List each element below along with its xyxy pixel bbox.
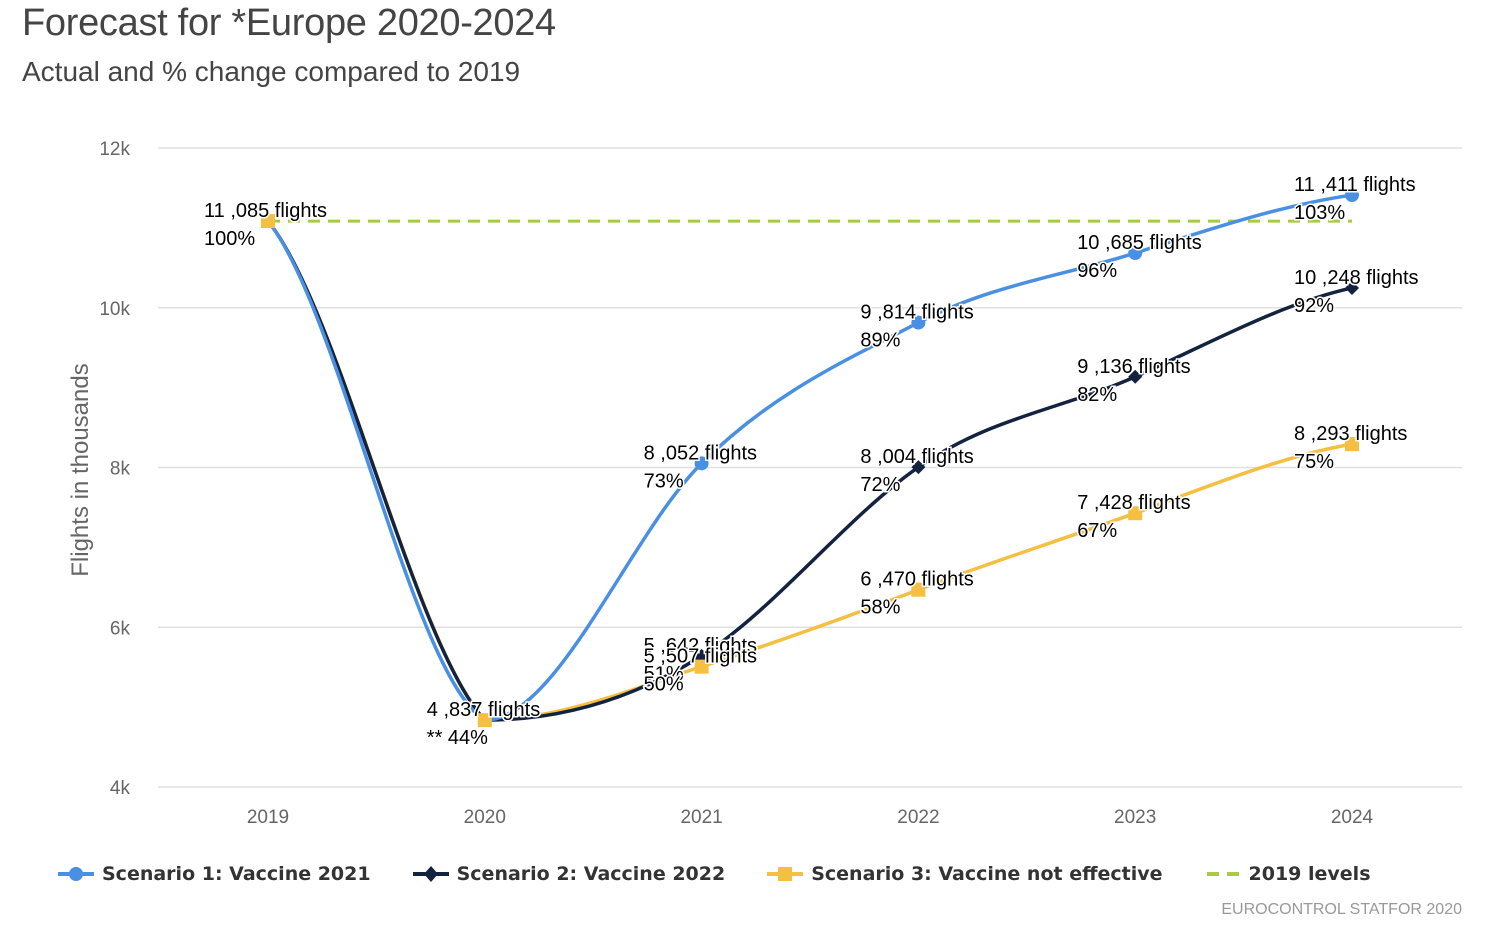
data-point [1345,188,1359,203]
data-label: 8 ,293 flights 75% [1293,422,1409,475]
data-point [694,648,709,663]
x-tick-label: 2019 [247,807,289,828]
data-label-percent: ** 44% [427,727,488,749]
data-label-percent: 96% [1077,260,1117,282]
data-label: 8 ,052 flights 73% [642,441,758,494]
data-point [911,582,926,597]
data-label: 9 ,814 flights 89% [859,300,975,353]
legend-label: Scenario 1: Vaccine 2021 [102,863,371,885]
data-label: 8 ,004 flights 72% [859,445,975,498]
x-tick-label: 2020 [464,807,506,828]
y-tick-label: 4k [110,778,131,799]
data-label-value: 7 ,428 flights [1077,492,1190,514]
data-point [477,713,492,728]
data-label-percent: 100% [204,228,255,250]
data-point [1345,280,1359,295]
data-label-percent: 92% [1294,295,1334,317]
legend-item-scenario-1[interactable]: Scenario 1: Vaccine 2021 [58,863,371,885]
data-label: 5 ,642 flights 51% [642,633,758,686]
data-label: 10 ,248 flights 92% [1293,265,1421,318]
data-label-value: 9 ,814 flights [860,302,973,324]
data-label-value: 4 ,837 flights [427,699,540,721]
circle-marker-icon [58,867,94,881]
data-point [911,315,926,330]
data-label-percent: 51% [644,663,684,685]
chart-title: Forecast for *Europe 2020-2024 [22,2,556,44]
legend-item-scenario-3[interactable]: Scenario 3: Vaccine not effective [767,863,1163,885]
data-label-value: 6 ,470 flights [860,569,973,591]
legend-label: 2019 levels [1248,863,1371,885]
x-tick-label: 2022 [897,807,939,828]
x-tick-label: 2023 [1114,807,1156,828]
data-label: 11 ,085 flights 100% [203,199,329,252]
data-label: 11 ,411 flights 103% [1293,173,1418,226]
data-label-percent: 73% [644,470,684,492]
x-tick-label: 2024 [1331,807,1374,828]
legend-label: Scenario 2: Vaccine 2022 [456,863,726,885]
data-label-percent: 89% [860,330,900,352]
series-line-scenario-1 [266,193,1353,722]
data-label-value: 8 ,004 flights [860,446,973,468]
y-axis-label: Flights in thousands [67,363,94,576]
data-point [1128,369,1143,384]
data-label-value: 8 ,052 flights [644,442,757,464]
data-label: 7 ,428 flights 67% [1076,491,1192,544]
data-point [1128,246,1143,261]
x-tick-label: 2021 [680,807,722,828]
data-label-value: 10 ,248 flights [1294,267,1419,289]
line-chart: 4k 6k 8k 10k 12k 2019 2020 2021 2022 2023 2024 Fl… [67,139,1462,828]
diamond-marker-icon [412,866,449,882]
data-point [694,456,709,471]
data-label: 6 ,470 flights 58% [859,567,975,620]
data-point [1128,506,1143,521]
data-point [261,214,275,229]
series-line-scenario-3 [266,219,1353,722]
data-label-percent: 50% [644,674,684,696]
data-label: 4 ,837 flights ** 44% [425,698,541,751]
data-label-percent: 103% [1294,202,1345,224]
data-label-value: 10 ,685 flights [1077,232,1202,254]
source-credit: EUROCONTROL STATFOR 2020 [1221,901,1462,918]
square-marker-icon [767,867,804,881]
data-point [1345,437,1359,452]
data-label-percent: 75% [1294,451,1334,473]
y-tick-label: 8k [110,459,131,480]
chart-subtitle: Actual and % change compared to 2019 [22,56,521,87]
data-label: 10 ,685 flights 96% [1076,231,1204,284]
legend-item-scenario-2[interactable]: Scenario 2: Vaccine 2022 [412,863,726,885]
legend-label: Scenario 3: Vaccine not effective [811,863,1163,885]
series-line-scenario-2 [266,219,1353,722]
data-label-percent: 72% [860,474,900,496]
data-label-value: 11 ,085 flights [204,200,327,222]
y-tick-label: 12k [99,139,130,160]
legend: Scenario 1: Vaccine 2021 Scenario 2: Vac… [58,863,1413,885]
data-label-value: 5 ,642 flights [644,635,757,657]
data-label-percent: 82% [1077,384,1117,406]
y-tick-label: 6k [110,618,131,639]
data-label: 5 ,507 flights 50% [642,644,758,697]
data-point [694,659,709,674]
y-tick-label: 10k [99,299,130,320]
dashed-line-icon [1206,872,1239,876]
data-label-value: 5 ,507 flights [644,646,757,668]
data-label: 9 ,136 flights 82% [1076,354,1192,407]
data-label-value: 11 ,411 flights [1294,174,1416,196]
data-label-percent: 58% [860,597,900,619]
legend-item-2019-levels[interactable]: 2019 levels [1205,863,1371,885]
data-label-value: 9 ,136 flights [1077,356,1190,378]
data-label-value: 8 ,293 flights [1294,423,1407,445]
data-label-percent: 67% [1077,520,1117,542]
data-point [911,460,926,475]
